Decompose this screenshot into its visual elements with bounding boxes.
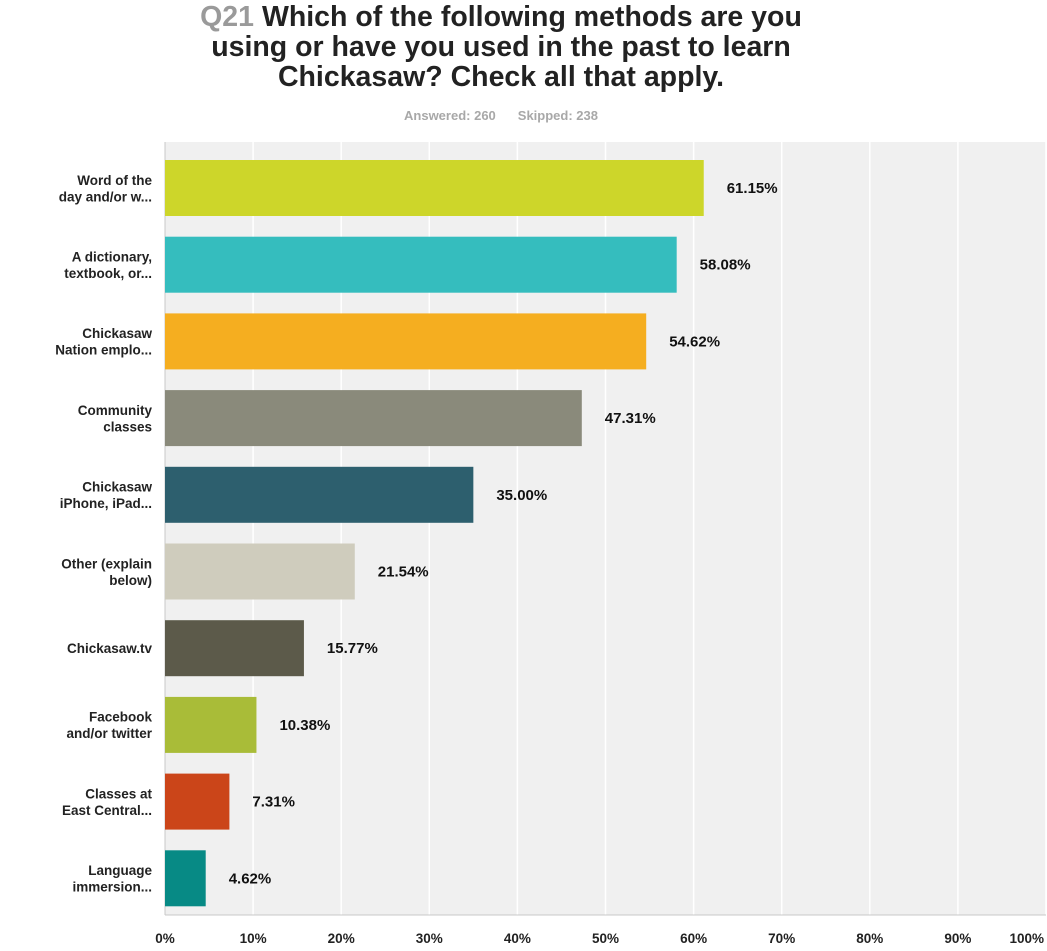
category-label-9-line-1: immersion... bbox=[72, 880, 152, 895]
bar-7 bbox=[165, 697, 256, 753]
value-label-1: 58.08% bbox=[700, 257, 751, 274]
bar-8 bbox=[165, 774, 229, 830]
category-label-5: Other (explain below) bbox=[61, 556, 152, 588]
bar-6 bbox=[165, 620, 304, 676]
category-label-4-line-0: Chickasaw bbox=[82, 480, 152, 495]
category-label-2-line-0: Chickasaw bbox=[82, 326, 152, 341]
category-label-8-line-0: Classes at bbox=[85, 786, 152, 801]
value-label-2: 54.62% bbox=[669, 333, 720, 350]
bar-5 bbox=[165, 544, 355, 600]
x-tick-label-0: 0% bbox=[155, 931, 175, 946]
x-tick-label-50: 50% bbox=[592, 931, 619, 946]
x-tick-label-30: 30% bbox=[416, 931, 443, 946]
category-label-0: Word of the day and/or w... bbox=[59, 173, 153, 205]
category-label-4-line-1: iPhone, iPad... bbox=[60, 496, 152, 511]
category-label-8: Classes at East Central... bbox=[62, 786, 153, 818]
category-label-4: Chickasaw iPhone, iPad... bbox=[60, 480, 153, 512]
value-label-6: 15.77% bbox=[327, 640, 378, 657]
bar-0 bbox=[165, 160, 704, 216]
bar-2 bbox=[165, 313, 646, 369]
value-label-7: 10.38% bbox=[279, 717, 330, 734]
value-label-3: 47.31% bbox=[605, 410, 656, 427]
category-label-7-line-0: Facebook bbox=[89, 710, 153, 725]
x-tick-label-90: 90% bbox=[944, 931, 971, 946]
category-label-2-line-1: Nation emplo... bbox=[55, 343, 152, 358]
category-label-5-line-1: below) bbox=[109, 573, 152, 588]
x-tick-label-80: 80% bbox=[856, 931, 883, 946]
bar-4 bbox=[165, 467, 473, 523]
value-label-9: 4.62% bbox=[229, 870, 272, 887]
category-label-7: Facebook and/or twitter bbox=[66, 710, 152, 742]
x-tick-label-60: 60% bbox=[680, 931, 707, 946]
value-label-0: 61.15% bbox=[727, 180, 778, 197]
category-label-3-line-0: Community bbox=[78, 403, 153, 418]
category-label-2: Chickasaw Nation emplo... bbox=[55, 326, 152, 358]
category-label-1-line-0: A dictionary, bbox=[72, 249, 152, 264]
x-tick-label-20: 20% bbox=[328, 931, 355, 946]
category-label-8-line-1: East Central... bbox=[62, 803, 152, 818]
category-label-3-line-1: classes bbox=[103, 419, 152, 434]
category-label-1: A dictionary, textbook, or... bbox=[64, 249, 152, 281]
value-label-5: 21.54% bbox=[378, 564, 429, 581]
category-label-5-line-0: Other (explain bbox=[61, 556, 152, 571]
x-tick-label-40: 40% bbox=[504, 931, 531, 946]
x-tick-label-10: 10% bbox=[240, 931, 267, 946]
category-label-0-line-1: day and/or w... bbox=[59, 189, 152, 204]
value-label-4: 35.00% bbox=[496, 487, 547, 504]
category-label-6-line-0: Chickasaw.tv bbox=[67, 641, 153, 656]
category-label-6: Chickasaw.tv bbox=[67, 641, 153, 656]
x-tick-label-100: 100% bbox=[1009, 931, 1044, 946]
value-label-8: 7.31% bbox=[252, 794, 295, 811]
x-tick-label-70: 70% bbox=[768, 931, 795, 946]
bar-9 bbox=[165, 850, 206, 906]
category-label-9: Language immersion... bbox=[72, 863, 152, 895]
bar-3 bbox=[165, 390, 582, 446]
category-label-1-line-1: textbook, or... bbox=[64, 266, 152, 281]
category-label-0-line-0: Word of the bbox=[77, 173, 152, 188]
category-label-9-line-0: Language bbox=[88, 863, 152, 878]
category-label-3: Community classes bbox=[78, 403, 153, 435]
category-label-7-line-1: and/or twitter bbox=[66, 726, 152, 741]
bar-1 bbox=[165, 237, 677, 293]
